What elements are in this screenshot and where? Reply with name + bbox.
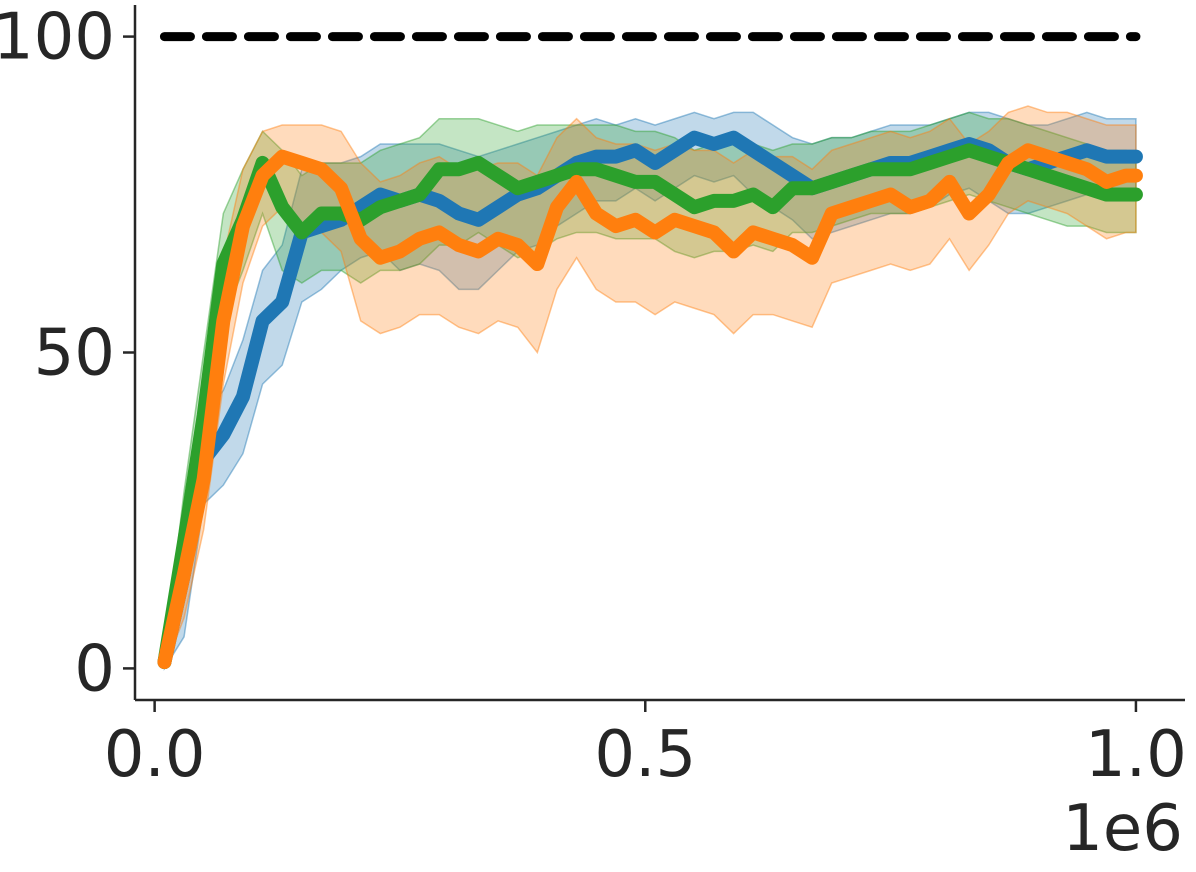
x-tick-label: 1.0 [1085,718,1187,792]
axes [123,5,1185,712]
y-tick-label: 0 [74,632,115,706]
tick-labels: 0 50 100 0.0 0.5 1.0 [0,1,1187,792]
x-offset-label: 1e6 [1062,792,1183,866]
y-tick-label: 100 [0,1,115,75]
series-lines [157,130,1143,670]
series-3-line [157,143,1143,670]
x-tick-label: 0.5 [594,718,696,792]
series-2-line [157,143,1143,670]
y-tick-label: 50 [34,317,115,391]
x-tick-label: 0.0 [104,718,206,792]
